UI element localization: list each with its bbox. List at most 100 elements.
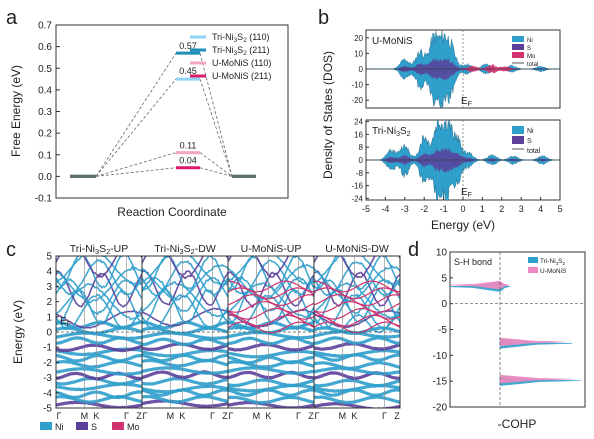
- panel-a-legend-label: U-MoNiS (211): [212, 71, 271, 81]
- panel-b-legend-label: total: [527, 148, 541, 155]
- panel-c-subplot-bands: [228, 256, 314, 408]
- panel-c-band: [314, 293, 400, 330]
- panel-a-series: 0.45 0.57 0.11 0.04: [70, 41, 256, 178]
- panel-c-ytick-label: 4: [46, 267, 52, 278]
- panel-c-band: [142, 269, 228, 306]
- panel-c-kpoint-label: K: [93, 411, 99, 421]
- panel-c-kpoint-label: M: [253, 411, 261, 421]
- panel-c-band: [228, 395, 314, 405]
- panel-b-ytick-label: 0: [359, 156, 364, 165]
- panel-b-legend-label: S: [527, 138, 532, 145]
- panel-b-ytick-label: 24: [354, 118, 363, 127]
- panel-c-band: [142, 348, 228, 358]
- panel-d-legend-swatch: [528, 267, 538, 273]
- panel-c-band: [142, 256, 228, 291]
- panel-a-value-label: 0.11: [180, 141, 197, 151]
- panel-b-dos-umonis: [366, 30, 560, 108]
- panel-c-band: [314, 278, 400, 314]
- panel-d-cohp: [450, 280, 581, 386]
- panel-a-y-ticks: -0.1 0.0 0.1 0.2 0.3 0.4 0.5 0.6 0.7: [35, 21, 60, 205]
- panel-c-band: [56, 343, 142, 353]
- panel-c-band: [56, 258, 142, 297]
- panel-c-ytick-label: 3: [46, 282, 52, 293]
- panel-a-ytick-label: 0.6: [38, 42, 52, 53]
- panel-d-legend-label: Tri-Ni3S2: [540, 258, 566, 266]
- panel-c-band: [228, 259, 314, 297]
- panel-a-connector: [199, 53, 233, 177]
- panel-a-connector: [199, 152, 233, 177]
- panel-c-legend-swatch: [40, 422, 52, 430]
- panel-c-band-mo: [228, 307, 314, 320]
- panel-d-ytick-label: -15: [433, 377, 448, 388]
- panel-c-band: [314, 256, 400, 279]
- panel-c-band: [228, 349, 314, 359]
- panel-a-connector: [95, 78, 177, 177]
- panel-c-band: [314, 348, 400, 358]
- panel-c-band: [56, 400, 142, 408]
- panel-c-band: [142, 260, 228, 297]
- panel-a-ylabel: Free Energy (eV): [9, 65, 23, 157]
- panel-b-legend-swatch: [512, 136, 524, 144]
- panel-c-legend: Ni S Mo: [40, 422, 140, 432]
- panel-c-band-mo: [314, 294, 400, 307]
- panel-b-title-trini3s2: Tri-Ni3S2: [372, 126, 411, 138]
- panel-c-band: [228, 378, 314, 388]
- panel-c-band: [142, 276, 228, 313]
- panel-b-xtick-label: -4: [381, 204, 389, 214]
- panel-c-kpoint-label: Γ: [229, 411, 234, 421]
- panel-c-band: [142, 353, 228, 363]
- panel-b-ytick-label: -24: [351, 194, 363, 203]
- panel-a-connector: [95, 152, 177, 177]
- panel-b-legend-label: S: [527, 46, 531, 52]
- panel-c-band: [314, 336, 400, 345]
- panel-c-kpoint-label: Z: [308, 411, 314, 421]
- panel-c-band: [314, 395, 400, 405]
- panel-b-legend-label: Mo: [527, 54, 536, 60]
- panel-d-legend-label: U-MoNiS: [540, 268, 567, 275]
- panel-label-c: c: [6, 239, 16, 261]
- panel-b-xtick-label: -1: [440, 204, 448, 214]
- panel-b-xtick-label: 2: [499, 204, 504, 214]
- panel-c-band: [228, 366, 314, 375]
- panel-d-ytick-label: 10: [436, 248, 448, 259]
- panel-c-band: [56, 256, 142, 290]
- panel-a-legend-label: U-MoNiS (110): [212, 58, 271, 68]
- panel-c-band: [56, 359, 142, 369]
- panel-a-ytick-label: 0.1: [38, 150, 52, 161]
- panel-a-ytick-label: 0.7: [38, 21, 52, 32]
- panel-b-ytick-label: -20: [351, 96, 363, 105]
- panel-c-band: [142, 366, 228, 375]
- panel-a-connector: [199, 167, 233, 177]
- panel-d-ytick-label: -10: [433, 351, 448, 362]
- panel-c-band-mo: [314, 314, 400, 327]
- panel-d: 10 5 0 -5 -10 -15 -20 S-H bond Tri-Ni3S2 U-MoNi…: [433, 248, 586, 431]
- panel-b-title-umonis: U-MoNiS: [372, 36, 413, 47]
- panel-c-ytick-label: -1: [43, 343, 52, 354]
- panel-c-subplot-title: Tri-Ni3S2-UP: [70, 243, 129, 256]
- panel-b-ytick-label: 16: [354, 130, 363, 139]
- panel-c-ytick-label: 2: [46, 297, 52, 308]
- panel-b-xlabel: Energy (eV): [431, 218, 495, 232]
- panel-d-ytick-label: -20: [433, 403, 448, 414]
- panel-c-subplot-bands: [142, 256, 228, 408]
- panel-c-band-mo: [314, 321, 400, 334]
- panel-c-band: [142, 394, 228, 404]
- panel-c-band: [142, 376, 228, 386]
- panel-c-band: [56, 293, 142, 331]
- panel-label-b: b: [318, 7, 329, 29]
- panel-d-cohp-umonis: [499, 374, 573, 384]
- panel-b-ytick-label: -8: [356, 169, 364, 178]
- panel-c-kpoint-label: Γ: [315, 411, 320, 421]
- panel-c-band: [56, 353, 142, 363]
- panel-c-ylabel: Energy (eV): [11, 300, 25, 364]
- panel-c-band: [228, 388, 314, 398]
- panel-label-d: d: [408, 239, 419, 261]
- panel-c-kpoint-label: Γ: [296, 411, 301, 421]
- panel-b-ytick-label: 10: [354, 49, 363, 58]
- panel-b-legend-swatch: [512, 44, 524, 50]
- panel-c-band-mo: [228, 287, 314, 300]
- panel-d-xlabel: -COHP: [498, 417, 537, 431]
- panel-c-kpoint-label: M: [81, 411, 89, 421]
- panel-c-bands: [56, 256, 400, 408]
- panel-b-xtick-label: 1: [480, 204, 485, 214]
